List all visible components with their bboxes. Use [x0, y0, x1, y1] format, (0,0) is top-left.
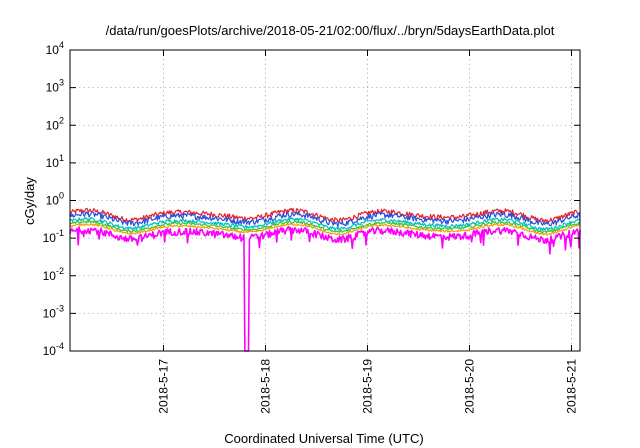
- y-tick-label: 104: [46, 40, 64, 57]
- y-tick-label: 100: [46, 191, 64, 208]
- y-tick-label: 10-4: [43, 341, 64, 358]
- series-group: [69, 207, 581, 352]
- y-axis-ticks: 10-4 10-3 10-2 10-1 100 101 102 103 104: [43, 40, 580, 358]
- chart-title: /data/run/goesPlots/archive/2018-05-21/0…: [106, 23, 555, 38]
- x-axis-label: Coordinated Universal Time (UTC): [224, 431, 423, 446]
- y-axis-label: cGy/day: [22, 177, 37, 225]
- x-tick-label: 2018-5-19: [361, 359, 375, 414]
- x-axis-ticks: 2018-5-17 2018-5-18 2018-5-19 2018-5-20 2018…: [157, 50, 579, 414]
- y-tick-label: 102: [46, 115, 64, 132]
- series-line: [69, 217, 581, 231]
- series-line: [69, 210, 581, 228]
- grid: [70, 50, 580, 351]
- series-line: [69, 226, 581, 352]
- y-tick-label: 103: [46, 78, 64, 95]
- series-line: [69, 220, 581, 234]
- y-tick-label: 10-1: [43, 228, 64, 245]
- x-tick-label: 2018-5-17: [157, 359, 171, 414]
- y-tick-label: 10-3: [43, 303, 64, 320]
- y-tick-label: 101: [46, 153, 64, 170]
- x-tick-label: 2018-5-21: [565, 359, 579, 414]
- series-line: [69, 223, 580, 236]
- series-line: [69, 207, 581, 224]
- x-tick-label: 2018-5-18: [259, 359, 273, 414]
- x-tick-label: 2018-5-20: [463, 359, 477, 414]
- y-tick-label: 10-2: [43, 266, 64, 283]
